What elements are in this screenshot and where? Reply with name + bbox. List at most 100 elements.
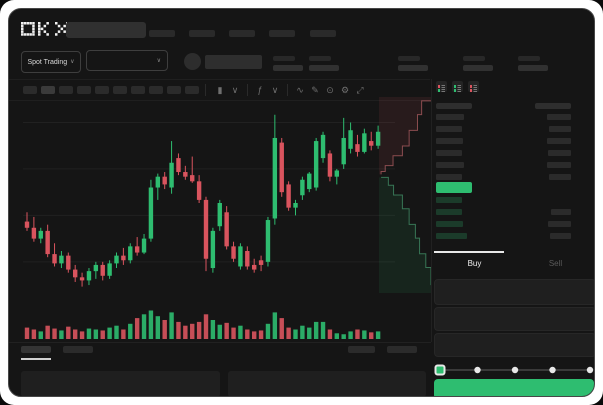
bid-amount-placeholder xyxy=(550,233,571,239)
market-type-dropdown[interactable]: Spot Trading ∨ xyxy=(21,51,81,73)
bid-price-placeholder xyxy=(436,209,462,215)
snapshot-icon[interactable]: ⊙ xyxy=(326,85,334,95)
bid-amount-placeholder xyxy=(551,209,571,215)
chevron-down-icon[interactable]: ∨ xyxy=(231,85,239,95)
timeframe-button[interactable] xyxy=(185,86,199,94)
chevron-down-icon: ∨ xyxy=(156,57,161,64)
buy-sell-tabs: Buy Sell xyxy=(434,253,594,275)
depth-chart[interactable] xyxy=(379,97,431,293)
timeframe-button[interactable] xyxy=(167,86,181,94)
app-window: Spot Trading ∨ ∨ ▮ ∨ ƒ ∨ ∿ ✎ ⊙ ⚙ ⤢ Buy Sell xyxy=(8,8,595,397)
stat-value-placeholder xyxy=(398,65,428,71)
bottom-action-button[interactable] xyxy=(387,346,417,353)
chevron-down-icon[interactable]: ∨ xyxy=(271,85,279,95)
divider xyxy=(287,84,288,96)
buy-submit-button[interactable] xyxy=(434,379,594,396)
ask-price-placeholder xyxy=(436,126,462,132)
chevron-down-icon: ∨ xyxy=(70,59,75,65)
order-total-input[interactable] xyxy=(434,333,594,357)
ask-price-placeholder xyxy=(436,162,464,168)
stat-label-placeholder xyxy=(273,56,295,61)
order-price-input[interactable] xyxy=(434,279,594,305)
active-tab-indicator xyxy=(434,251,504,253)
line-tool-icon[interactable]: ∿ xyxy=(296,85,304,95)
stat-value-placeholder xyxy=(273,65,303,71)
slider-stop xyxy=(511,366,519,374)
slider-stop xyxy=(549,366,556,374)
stat-value-placeholder xyxy=(309,65,339,71)
ask-amount-placeholder xyxy=(547,138,571,144)
last-price-highlight xyxy=(436,182,472,193)
ask-price-placeholder xyxy=(436,114,464,120)
bottom-tab[interactable] xyxy=(63,346,93,353)
price-chart[interactable] xyxy=(23,101,395,345)
bottom-panel-left xyxy=(21,371,220,396)
timeframe-button[interactable] xyxy=(149,86,163,94)
okx-logo xyxy=(21,22,67,36)
market-stat xyxy=(273,54,307,74)
ask-price-placeholder xyxy=(436,174,462,180)
orderbook-asks-view-icon xyxy=(470,85,477,92)
divider xyxy=(431,79,432,342)
market-stat xyxy=(398,54,432,74)
nav-item[interactable] xyxy=(189,30,215,37)
timeframe-button[interactable] xyxy=(23,86,37,94)
bid-amount-placeholder xyxy=(548,221,571,227)
ask-price-placeholder xyxy=(436,138,463,144)
tab-buy[interactable]: Buy xyxy=(467,259,482,268)
ask-amount-placeholder xyxy=(547,162,571,168)
orderbook-combined-view-icon xyxy=(438,85,445,92)
candle-type-icon[interactable]: ▮ xyxy=(217,85,223,95)
timeframe-button[interactable] xyxy=(41,86,55,94)
pair-coin-icon xyxy=(184,53,201,70)
market-stat xyxy=(463,54,497,74)
pair-selector-dropdown[interactable]: ∨ xyxy=(86,50,168,71)
ask-price-placeholder xyxy=(436,150,462,156)
bid-price-placeholder xyxy=(436,221,463,227)
stat-label-placeholder xyxy=(518,56,540,61)
market-type-label: Spot Trading xyxy=(27,58,68,66)
market-stat xyxy=(309,54,343,74)
stat-value-placeholder xyxy=(463,65,493,71)
search-bar[interactable] xyxy=(66,22,146,38)
stat-label-placeholder xyxy=(309,56,331,61)
timeframe-button[interactable] xyxy=(113,86,127,94)
orderbook-amount-header xyxy=(535,103,571,109)
bottom-panel-right xyxy=(228,371,426,396)
nav-item[interactable] xyxy=(269,30,295,37)
bottom-tab-active[interactable] xyxy=(21,346,51,353)
ask-amount-placeholder xyxy=(547,114,571,120)
ask-amount-placeholder xyxy=(549,126,571,132)
tab-sell[interactable]: Sell xyxy=(548,259,563,268)
amount-percent-slider[interactable] xyxy=(434,362,595,378)
settings-icon[interactable]: ⚙ xyxy=(340,85,350,95)
indicator-icon[interactable]: ƒ xyxy=(257,85,263,95)
order-amount-input[interactable] xyxy=(434,307,594,331)
ask-amount-placeholder xyxy=(549,174,571,180)
timeframe-button[interactable] xyxy=(77,86,91,94)
draw-tool-icon[interactable]: ✎ xyxy=(311,85,319,95)
stat-label-placeholder xyxy=(463,56,485,61)
divider xyxy=(247,84,248,96)
orderbook-combined-view[interactable] xyxy=(436,81,447,92)
market-stat xyxy=(518,54,552,74)
timeframe-button[interactable] xyxy=(131,86,145,94)
bottom-action-button[interactable] xyxy=(348,346,375,353)
orderbook-asks-view[interactable] xyxy=(468,81,479,92)
orderbook-bids-view-icon xyxy=(454,85,461,92)
ask-amount-placeholder xyxy=(548,150,571,156)
nav-item[interactable] xyxy=(149,30,175,37)
bid-price-placeholder xyxy=(436,233,467,239)
stat-label-placeholder xyxy=(398,56,420,61)
nav-item[interactable] xyxy=(310,30,336,37)
timeframe-button[interactable] xyxy=(59,86,73,94)
orderbook-bids-view[interactable] xyxy=(452,81,463,92)
fullscreen-icon[interactable]: ⤢ xyxy=(356,85,364,95)
slider-stop xyxy=(474,366,481,374)
nav-item[interactable] xyxy=(229,30,255,37)
stat-value-placeholder xyxy=(518,65,548,71)
slider-handle xyxy=(434,364,446,376)
timeframe-button[interactable] xyxy=(95,86,109,94)
divider xyxy=(9,342,431,343)
